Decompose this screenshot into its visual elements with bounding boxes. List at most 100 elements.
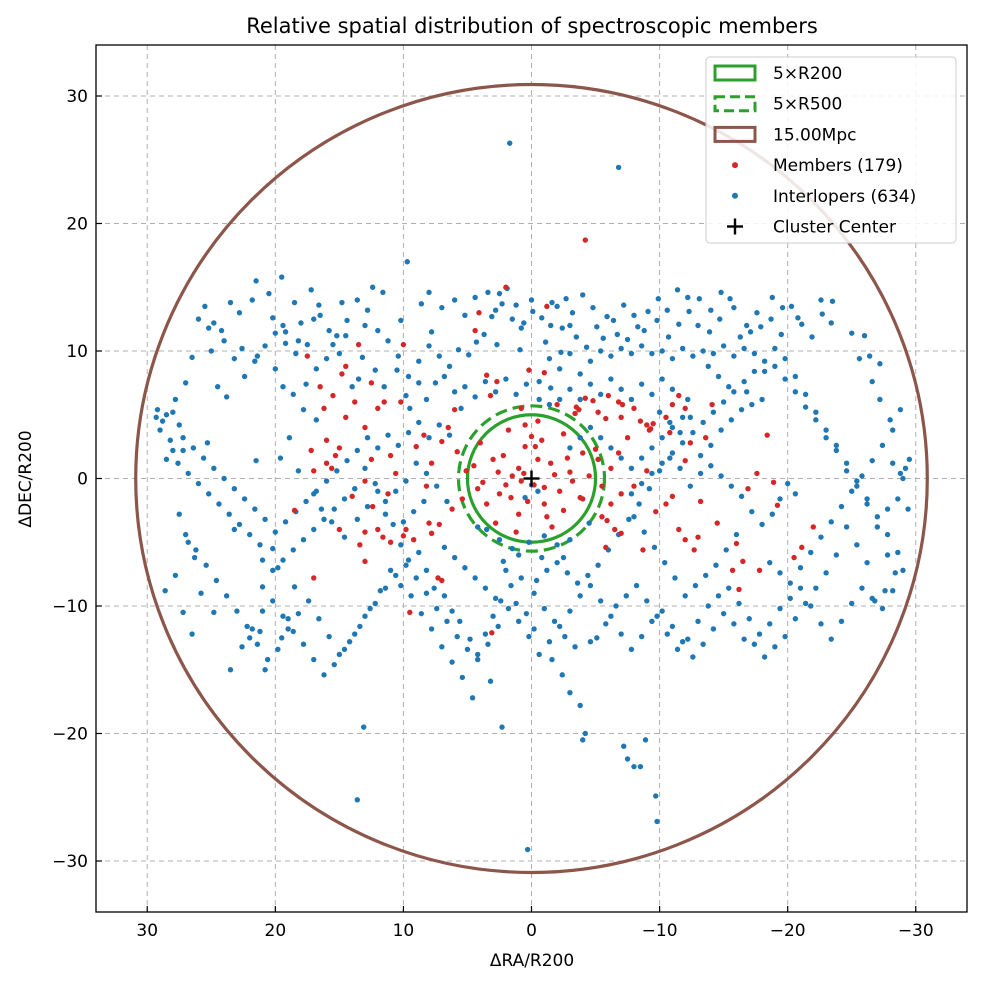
- legend-swatch: [732, 192, 738, 199]
- interloper-point: [700, 348, 706, 354]
- member-point: [459, 496, 466, 502]
- interloper-point: [344, 457, 350, 464]
- interloper-point: [531, 590, 537, 596]
- interloper-point: [736, 600, 742, 607]
- interloper-point: [879, 605, 886, 612]
- interloper-point: [270, 315, 276, 321]
- interloper-point: [535, 488, 541, 494]
- interloper-point: [645, 308, 651, 315]
- member-point: [308, 447, 314, 454]
- interloper-point: [249, 297, 255, 303]
- interloper-point: [505, 605, 512, 612]
- interloper-point: [884, 531, 891, 538]
- interloper-point: [275, 565, 281, 571]
- member-point: [644, 468, 650, 474]
- interloper-point: [905, 506, 911, 512]
- interloper-point: [390, 521, 396, 528]
- interloper-point: [559, 672, 565, 678]
- interloper-point: [560, 554, 567, 561]
- member-point: [454, 449, 460, 455]
- interloper-point: [556, 366, 563, 372]
- interloper-point: [259, 557, 266, 563]
- interloper-point: [559, 325, 565, 331]
- member-point: [336, 445, 343, 451]
- interloper-point: [536, 396, 542, 403]
- interloper-point: [193, 547, 199, 553]
- member-point: [618, 530, 624, 537]
- interloper-point: [754, 310, 760, 316]
- interloper-point: [451, 554, 458, 561]
- interloper-point: [567, 690, 573, 696]
- interloper-point: [451, 389, 458, 395]
- member-point: [608, 501, 614, 507]
- member-point: [539, 437, 545, 443]
- member-point: [647, 426, 654, 432]
- interloper-point: [459, 674, 466, 681]
- interloper-point: [577, 593, 583, 599]
- interloper-point: [439, 304, 445, 311]
- interloper-point: [710, 409, 717, 415]
- member-point: [603, 415, 609, 422]
- interloper-point: [436, 422, 442, 428]
- interloper-point: [172, 572, 179, 579]
- interloper-point: [669, 450, 676, 456]
- interloper-point: [530, 308, 536, 315]
- interloper-point: [854, 542, 860, 548]
- reference-circles: [134, 82, 929, 875]
- member-point: [605, 392, 612, 399]
- interloper-point: [756, 631, 763, 637]
- interloper-point: [163, 456, 170, 463]
- interloper-point: [518, 575, 524, 581]
- interloper-point: [393, 488, 399, 494]
- member-point: [471, 463, 477, 469]
- interloper-point: [449, 659, 455, 665]
- interloper-point: [747, 329, 754, 335]
- interloper-point: [546, 401, 553, 408]
- interloper-point: [631, 312, 637, 318]
- interloper-point: [587, 381, 594, 387]
- interloper-point: [802, 404, 809, 410]
- member-point: [599, 483, 605, 489]
- interloper-point: [375, 327, 381, 334]
- interloper-point: [528, 297, 535, 303]
- interloper-point: [687, 483, 694, 489]
- interloper-point: [280, 557, 286, 563]
- interloper-point: [669, 424, 676, 431]
- interloper-point: [227, 299, 234, 306]
- interloper-point: [723, 547, 729, 553]
- member-point: [494, 378, 500, 385]
- interloper-point: [546, 639, 553, 645]
- interloper-point: [285, 626, 291, 632]
- interloper-point: [772, 644, 778, 650]
- member-point: [463, 468, 469, 474]
- interloper-point: [633, 582, 640, 589]
- interloper-point: [344, 317, 350, 324]
- member-point: [586, 473, 592, 479]
- interloper-point: [398, 582, 404, 589]
- interloper-point: [637, 763, 644, 770]
- interloper-point: [614, 331, 621, 338]
- interloper-point: [264, 656, 271, 663]
- interloper-point: [352, 486, 358, 492]
- member-point: [368, 380, 375, 386]
- member-point: [770, 479, 777, 486]
- member-point: [449, 506, 455, 512]
- interloper-point: [279, 274, 285, 280]
- interloper-point: [772, 363, 778, 369]
- member-point: [697, 498, 704, 505]
- member-point: [522, 422, 528, 428]
- interloper-point: [434, 605, 440, 612]
- interloper-point: [623, 593, 629, 599]
- member-point: [531, 482, 537, 488]
- interloper-point: [503, 376, 509, 382]
- interloper-point: [291, 584, 298, 590]
- interloper-point: [761, 654, 768, 660]
- interloper-point: [741, 378, 747, 385]
- member-point: [567, 469, 573, 475]
- member-point: [560, 431, 567, 437]
- interloper-point: [244, 623, 250, 630]
- interloper-point: [874, 524, 881, 530]
- member-point: [714, 520, 720, 526]
- interloper-point: [334, 333, 340, 339]
- interloper-point: [541, 605, 548, 612]
